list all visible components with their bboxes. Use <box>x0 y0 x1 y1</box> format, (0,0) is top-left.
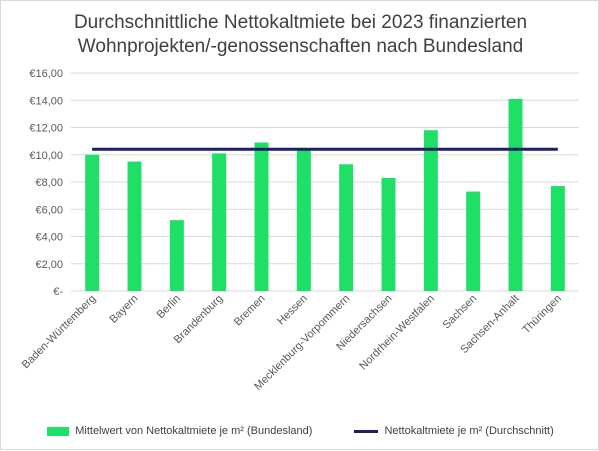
y-tick-label: €4,00 <box>35 232 63 244</box>
y-tick-label: €14,00 <box>29 95 63 107</box>
y-tick-label: €16,00 <box>29 68 63 80</box>
bar <box>381 177 396 291</box>
x-tick-label: Bayern <box>107 293 140 326</box>
x-tick-label: Baden-Württemberg <box>20 293 99 372</box>
y-tick-label: €6,00 <box>35 204 63 216</box>
x-tick-label: Nordrhein-Westfalen <box>357 293 437 373</box>
chart-legend: Mittelwert von Nettokaltmiete je m² (Bun… <box>1 421 599 441</box>
chart-title-line-2: Wohnprojekten/-genossenschaften nach Bun… <box>77 36 524 57</box>
bar <box>254 142 269 291</box>
y-tick-label: €2,00 <box>35 259 63 271</box>
bar <box>85 154 100 291</box>
x-tick-label: Hessen <box>275 293 310 328</box>
y-tick-label: €10,00 <box>29 150 63 162</box>
bar <box>339 164 354 291</box>
legend-swatch-bar <box>47 426 70 436</box>
bar <box>296 149 311 291</box>
bar <box>169 220 184 291</box>
x-tick-label: Sachsen <box>441 293 480 332</box>
bar <box>212 153 227 291</box>
legend-label-line: Nettokaltmiete je m² (Durchschnitt) <box>384 425 554 437</box>
y-tick-label: €12,00 <box>29 123 63 135</box>
bar <box>127 161 142 291</box>
legend-label-bar: Mittelwert von Nettokaltmiete je m² (Bun… <box>75 425 313 437</box>
bar <box>508 98 523 291</box>
y-tick-label: €8,00 <box>35 177 63 189</box>
x-tick-label: Thüringen <box>520 293 564 337</box>
legend-swatch-line <box>354 429 379 433</box>
bar <box>423 130 438 291</box>
legend-item-line: Nettokaltmiete je m² (Durchschnitt) <box>354 425 554 437</box>
x-tick-label: Bremen <box>232 293 268 329</box>
bar <box>550 186 565 291</box>
bar <box>466 191 481 291</box>
chart-title-line-1: Durchschnittliche Nettokaltmiete bei 202… <box>73 12 528 33</box>
x-tick-label: Berlin <box>155 293 183 321</box>
y-tick-label: €- <box>53 286 63 298</box>
chart-title: Durchschnittliche Nettokaltmiete bei 202… <box>1 11 599 59</box>
legend-item-bar: Mittelwert von Nettokaltmiete je m² (Bun… <box>47 425 312 437</box>
